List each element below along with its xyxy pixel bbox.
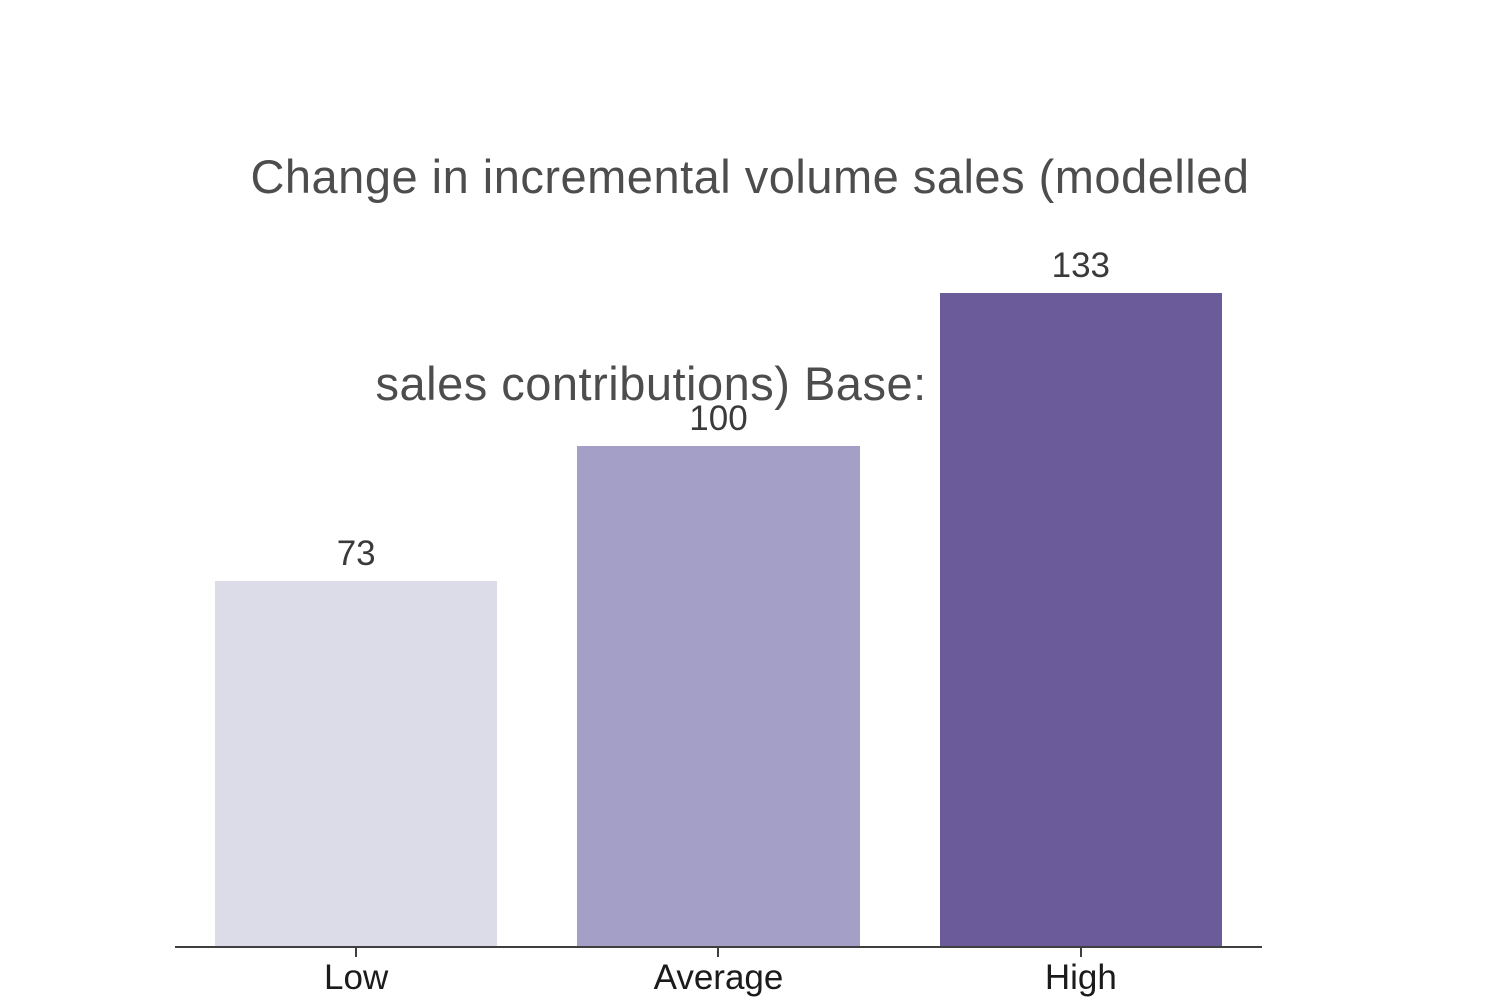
x-tick-label-high: High bbox=[1044, 958, 1117, 997]
bar-value-label: 73 bbox=[336, 534, 376, 573]
x-tick-label-low: Low bbox=[324, 958, 389, 997]
bar-group-low: 73 bbox=[175, 246, 537, 946]
plot-area: 73 100 133 bbox=[175, 246, 1262, 946]
chart-title-line-1: Change in incremental volume sales (mode… bbox=[250, 150, 1250, 203]
bar-average bbox=[577, 446, 860, 946]
x-axis-labels: Low Average High bbox=[175, 958, 1262, 998]
bar-group-high: 133 bbox=[900, 246, 1262, 946]
x-tick-average bbox=[717, 948, 720, 957]
bar-value-label: 133 bbox=[1051, 246, 1111, 285]
bar-low bbox=[214, 581, 498, 946]
x-tick-label-average: Average bbox=[653, 958, 784, 997]
chart-title: Change in incremental volume sales (mode… bbox=[0, 4, 1500, 556]
x-axis-ticks bbox=[175, 948, 1262, 957]
x-tick-high bbox=[1079, 948, 1082, 957]
bar-high bbox=[939, 293, 1223, 946]
bar-group-average: 100 bbox=[537, 246, 899, 946]
bar-value-label: 100 bbox=[689, 399, 748, 438]
x-axis-line bbox=[175, 946, 1262, 948]
x-tick-low bbox=[355, 948, 358, 957]
